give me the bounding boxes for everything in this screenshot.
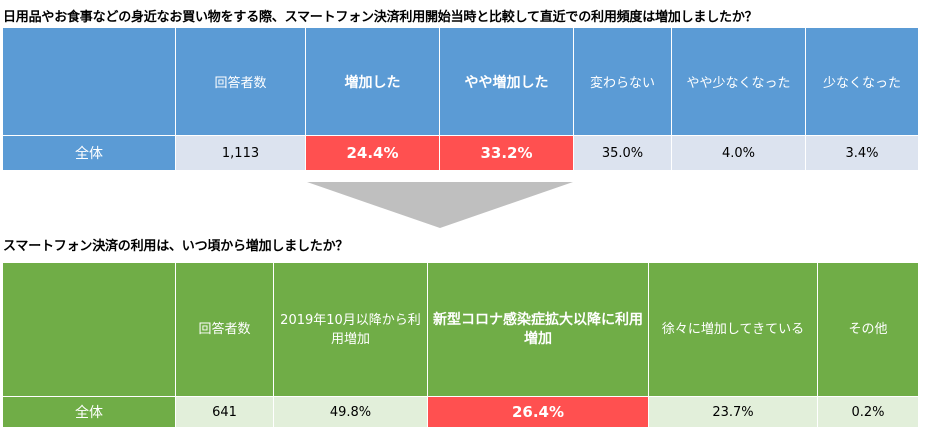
header-increased: 増加した <box>305 27 440 136</box>
respondents-value: 1,113 <box>175 135 306 171</box>
slightly-decreased-value: 4.0% <box>671 135 806 171</box>
question-1-title: 日用品やお食事などの身近なお買い物をする際、スマートフォン決済利用開始当時と比較… <box>3 10 758 25</box>
since-oct-2019-value: 49.8% <box>273 396 428 428</box>
header-since-covid: 新型コロナ感染症拡大以降に利用増加 <box>427 262 649 397</box>
header-slightly-decreased: やや少なくなった <box>671 27 806 136</box>
header-cell <box>2 27 176 136</box>
header-unchanged: 変わらない <box>573 27 672 136</box>
table-row: 全体 641 49.8% 26.4% 23.7% 0.2% <box>2 396 919 428</box>
unchanged-value: 35.0% <box>573 135 672 171</box>
header-respondents: 回答者数 <box>175 262 274 397</box>
header-since-oct-2019: 2019年10月以降から利用増加 <box>273 262 428 397</box>
table-header-row: 回答者数 増加した やや増加した 変わらない やや少なくなった 少なくなった <box>2 27 919 136</box>
down-arrow-icon <box>307 182 573 228</box>
respondents-value: 641 <box>175 396 274 428</box>
increased-value: 24.4% <box>305 135 440 171</box>
slightly-increased-value: 33.2% <box>439 135 574 171</box>
other-value: 0.2% <box>817 396 919 428</box>
header-respondents: 回答者数 <box>175 27 306 136</box>
header-slightly-increased: やや増加した <box>439 27 574 136</box>
question-2-title: スマートフォン決済の利用は、いつ頃から増加しましたか？ <box>3 239 349 254</box>
since-covid-value: 26.4% <box>427 396 649 428</box>
row-label: 全体 <box>2 135 176 171</box>
header-cell <box>2 262 176 397</box>
row-label: 全体 <box>2 396 176 428</box>
gradually-value: 23.7% <box>648 396 818 428</box>
table-header-row: 回答者数 2019年10月以降から利用増加 新型コロナ感染症拡大以降に利用増加 … <box>2 262 919 397</box>
decreased-value: 3.4% <box>805 135 919 171</box>
increase-timing-table: 回答者数 2019年10月以降から利用増加 新型コロナ感染症拡大以降に利用増加 … <box>2 262 919 428</box>
table-row: 全体 1,113 24.4% 33.2% 35.0% 4.0% 3.4% <box>2 135 919 171</box>
header-other: その他 <box>817 262 919 397</box>
header-gradually: 徐々に増加してきている <box>648 262 818 397</box>
frequency-table: 回答者数 増加した やや増加した 変わらない やや少なくなった 少なくなった 全… <box>2 27 919 171</box>
header-decreased: 少なくなった <box>805 27 919 136</box>
